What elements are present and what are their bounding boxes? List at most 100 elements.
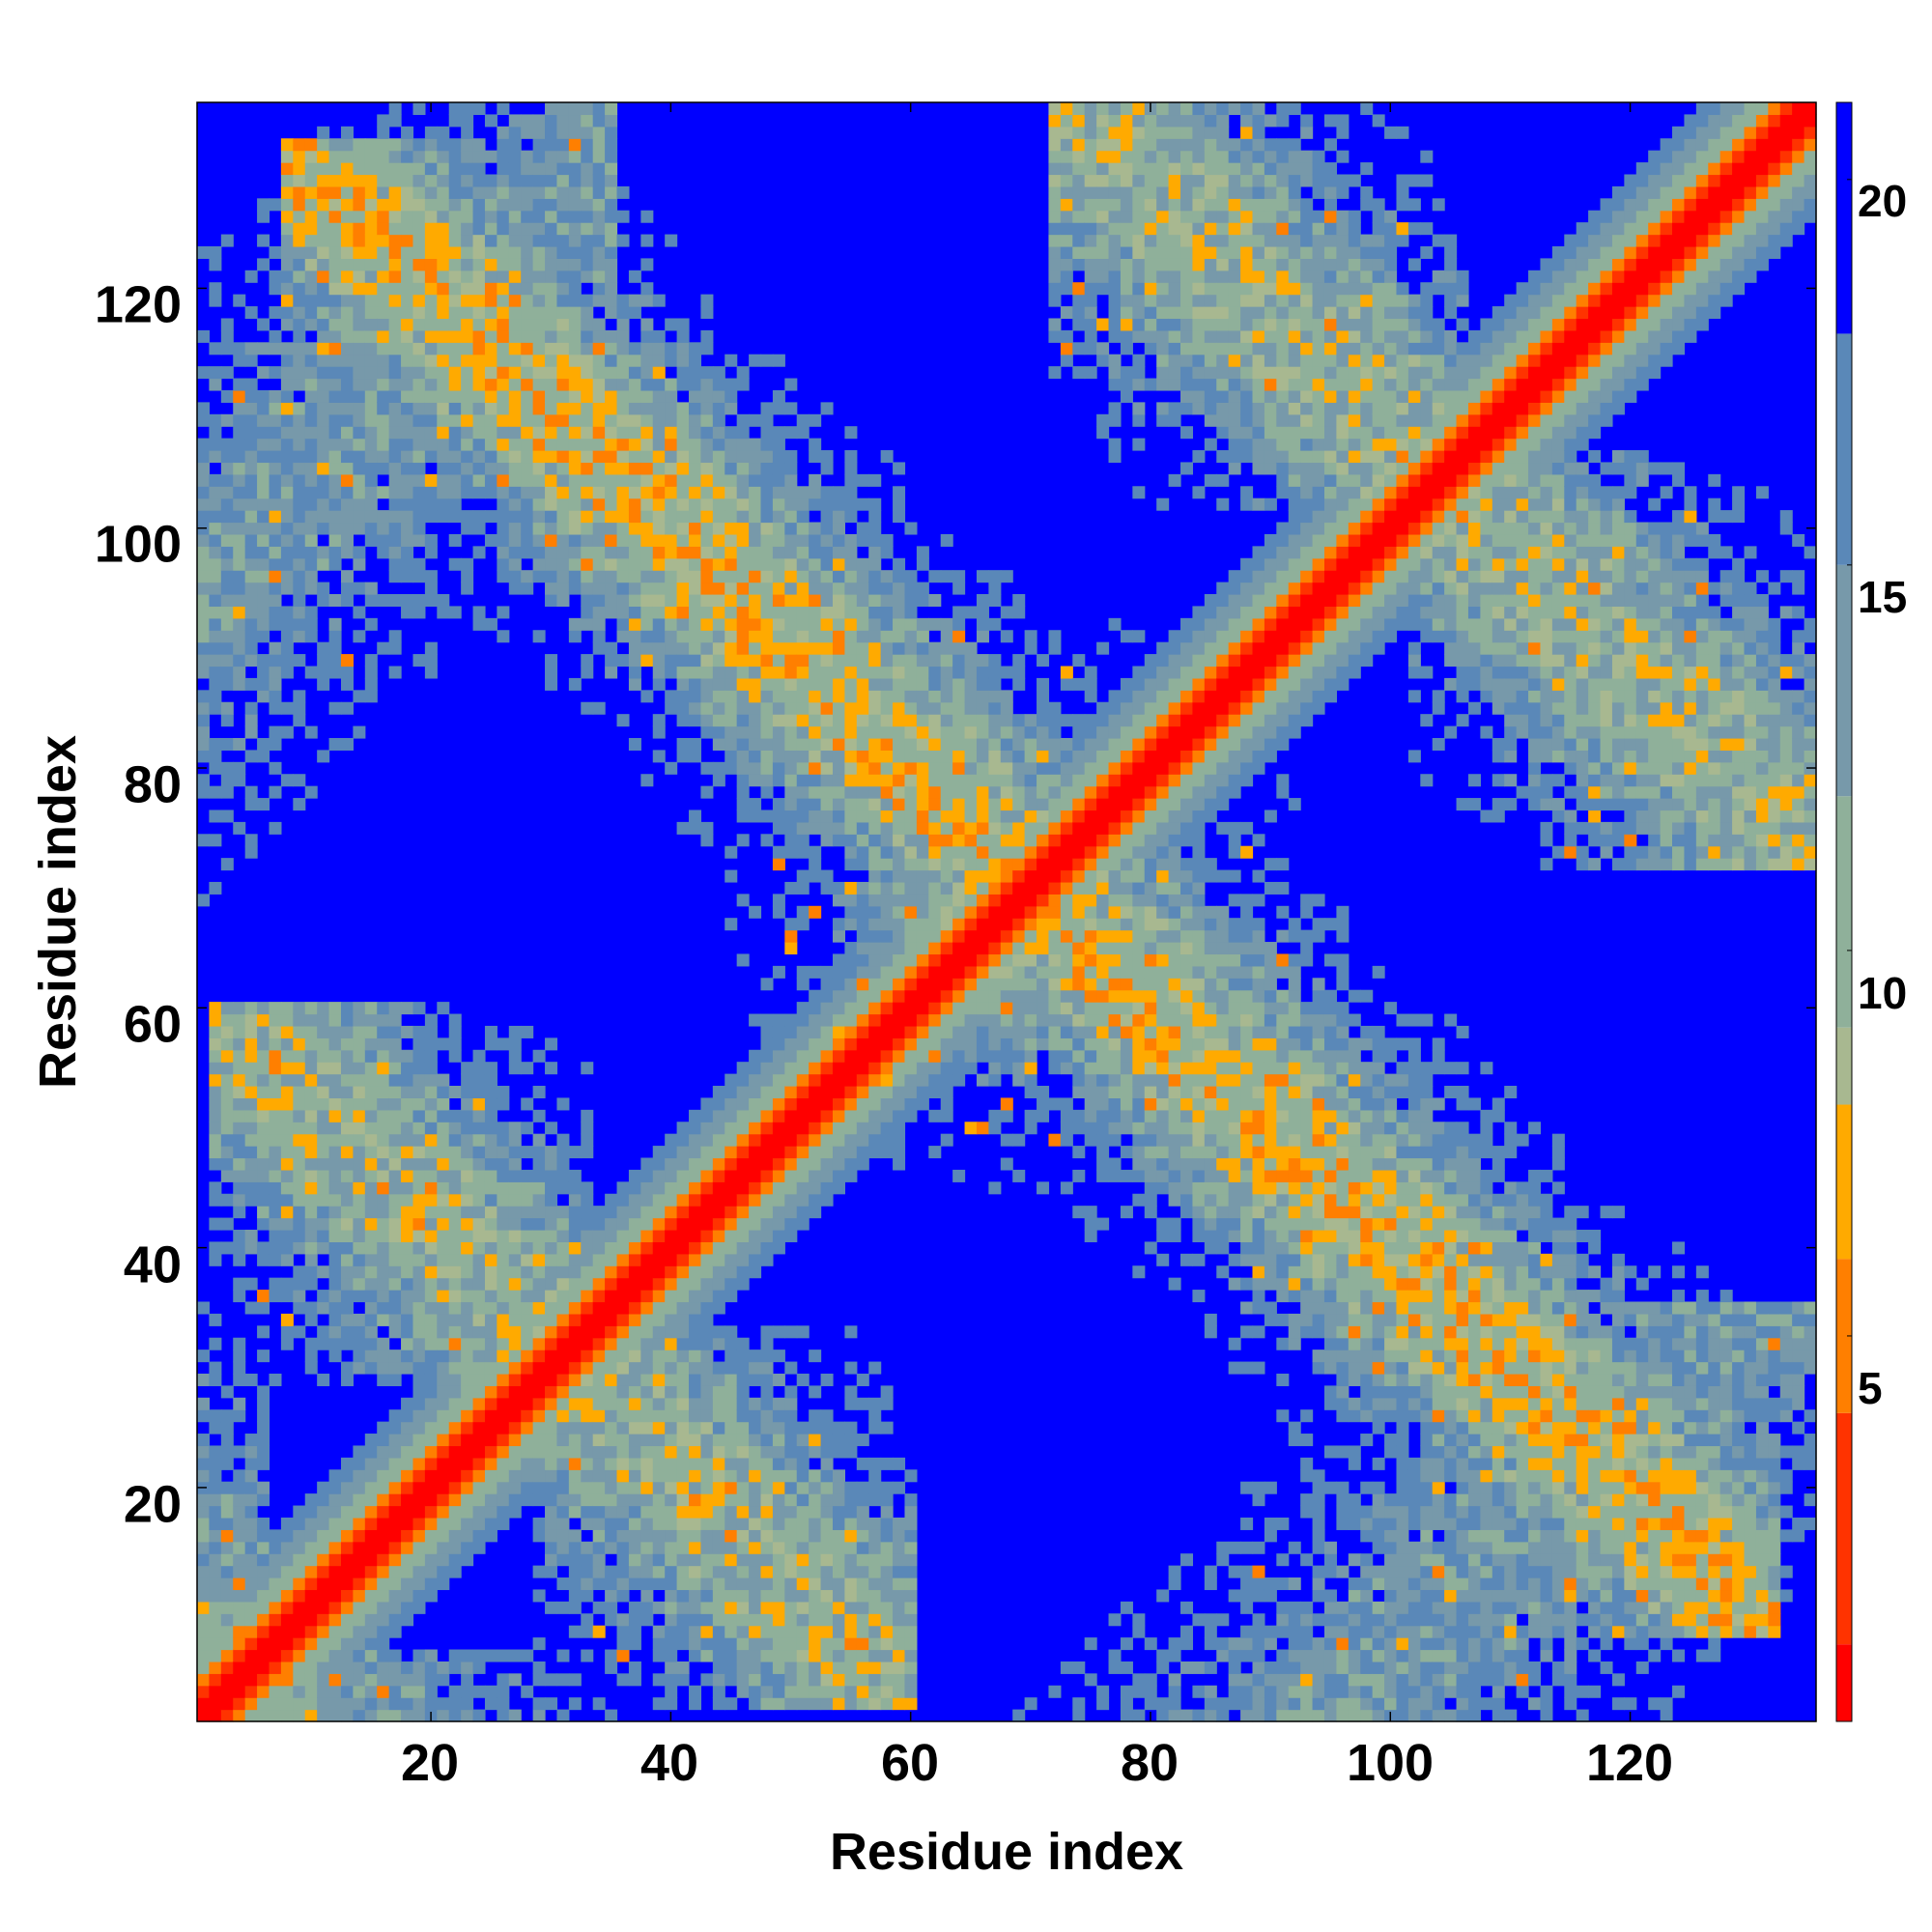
heatmap-cell: [581, 294, 594, 307]
heatmap-cell: [809, 666, 822, 679]
heatmap-cell: [532, 1217, 546, 1231]
heatmap-cell: [592, 1206, 606, 1219]
heatmap-cell: [340, 1002, 354, 1015]
heatmap-cell: [545, 354, 558, 367]
heatmap-cell: [592, 1229, 606, 1242]
heatmap-cell: [388, 594, 402, 608]
heatmap-cell: [784, 641, 798, 655]
heatmap-cell: [521, 1397, 534, 1410]
heatmap-cell: [724, 1601, 738, 1614]
heatmap-cell: [832, 1122, 845, 1135]
heatmap-cell: [784, 617, 798, 631]
heatmap-cell: [592, 1445, 606, 1459]
heatmap-cell: [712, 1385, 725, 1399]
heatmap-cell: [328, 1685, 342, 1698]
heatmap-cell: [880, 690, 894, 703]
heatmap-cell: [700, 426, 714, 440]
heatmap-cell: [293, 1241, 306, 1255]
heatmap-cell: [676, 1397, 690, 1410]
heatmap-cell: [809, 1469, 822, 1483]
heatmap-cell: [317, 1265, 330, 1279]
heatmap-cell: [317, 174, 330, 187]
heatmap-cell: [689, 1505, 702, 1519]
heatmap-cell: [676, 546, 690, 559]
heatmap-cell: [904, 1613, 918, 1627]
heatmap-cell: [640, 1589, 654, 1603]
heatmap-cell: [844, 845, 858, 859]
heatmap-cell: [736, 1649, 750, 1662]
heatmap-cell: [760, 1325, 774, 1339]
heatmap-cell: [700, 1350, 714, 1363]
heatmap-cell: [616, 185, 630, 199]
heatmap-cell: [676, 1505, 690, 1519]
heatmap-cell: [856, 1601, 869, 1614]
heatmap-cell: [568, 1241, 582, 1255]
heatmap-cell: [724, 845, 738, 859]
heatmap-cell: [364, 1505, 378, 1519]
heatmap-cell: [712, 690, 725, 703]
heatmap-cell: [340, 402, 354, 415]
heatmap-cell: [749, 690, 762, 703]
heatmap-cell: [377, 438, 390, 451]
heatmap-cell: [220, 389, 234, 403]
heatmap-cell: [809, 1073, 822, 1087]
heatmap-cell: [724, 389, 738, 403]
heatmap-cell: [893, 582, 906, 595]
heatmap-cell: [461, 389, 474, 403]
heatmap-cell: [233, 1589, 246, 1603]
heatmap-cell: [640, 354, 654, 367]
heatmap-cell: [545, 570, 558, 583]
heatmap-cell: [652, 725, 666, 739]
heatmap-cell: [220, 666, 234, 679]
heatmap-cell: [844, 918, 858, 931]
heatmap-cell: [856, 1589, 869, 1603]
heatmap-cell: [640, 1541, 654, 1554]
heatmap-cell: [424, 1169, 438, 1182]
heatmap-cell: [233, 473, 246, 487]
heatmap-cell: [893, 737, 906, 751]
heatmap-cell: [412, 1673, 426, 1687]
heatmap-cell: [844, 1493, 858, 1507]
heatmap-cell: [844, 1481, 858, 1494]
heatmap-cell: [820, 1697, 834, 1711]
heatmap-cell: [257, 210, 270, 223]
heatmap-cell: [461, 1337, 474, 1350]
heatmap-cell: [628, 510, 641, 524]
heatmap-cell: [508, 1122, 522, 1135]
heatmap-cell: [220, 654, 234, 668]
heatmap-cell: [353, 389, 366, 403]
heatmap-cell: [257, 1062, 270, 1075]
heatmap-cell: [364, 1122, 378, 1135]
heatmap-cell: [280, 222, 294, 236]
heatmap-cell: [568, 318, 582, 331]
heatmap-cell: [676, 497, 690, 511]
heatmap-cell: [545, 389, 558, 403]
heatmap-cell: [640, 1397, 654, 1410]
heatmap-cell: [257, 533, 270, 547]
heatmap-cell: [545, 1350, 558, 1363]
heatmap-cell: [856, 594, 869, 608]
heatmap-cell: [712, 630, 725, 643]
heatmap-cell: [760, 737, 774, 751]
heatmap-cell: [280, 1709, 294, 1722]
heatmap-cell: [424, 198, 438, 212]
heatmap-cell: [760, 834, 774, 847]
heatmap-cell: [317, 1553, 330, 1567]
heatmap-cell: [340, 1037, 354, 1051]
heatmap-cell: [377, 1589, 390, 1603]
heatmap-cell: [317, 1025, 330, 1038]
heatmap-cell: [568, 1337, 582, 1350]
heatmap-cell: [244, 1277, 258, 1291]
heatmap-cell: [328, 1002, 342, 1015]
heatmap-cell: [844, 1002, 858, 1015]
heatmap-cell: [424, 1146, 438, 1159]
heatmap-cell: [760, 1086, 774, 1099]
heatmap-cell: [220, 1193, 234, 1207]
heatmap-cell: [832, 1529, 845, 1543]
heatmap-cell: [317, 270, 330, 283]
heatmap-cell: [712, 497, 725, 511]
heatmap-cell: [401, 570, 414, 583]
heatmap-cell: [328, 1709, 342, 1722]
heatmap-cell: [676, 1661, 690, 1674]
heatmap-cell: [484, 533, 497, 547]
